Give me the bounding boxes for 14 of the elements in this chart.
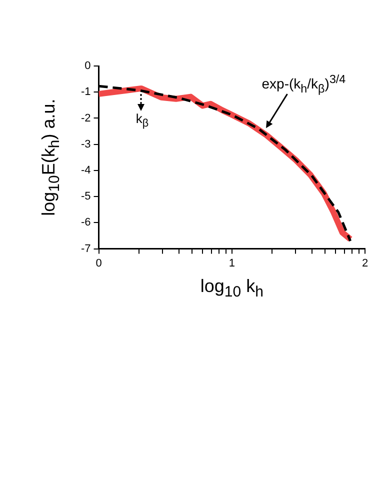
annotation: k$_{β}$ <box>136 111 149 130</box>
y-tick-label: -1 <box>81 86 91 98</box>
y-tick-label: -6 <box>81 216 91 229</box>
y-tick-label: -2 <box>81 112 91 124</box>
y-tick-label: -4 <box>81 164 91 176</box>
x-axis-title: log$_{10}$ k$_{h}$ <box>200 276 264 301</box>
y-tick-label: 0 <box>84 60 91 72</box>
x-tick-label: 2 <box>362 257 368 270</box>
y-tick-label: -7 <box>81 242 91 255</box>
annotation: exp-(k$_{h}$/k$_{β}$)$^{3/4}$ <box>262 73 346 96</box>
y-tick-label: -3 <box>81 138 91 150</box>
x-tick-label: 0 <box>96 257 102 270</box>
x-tick-label: 1 <box>228 257 235 270</box>
y-tick-label: -5 <box>81 190 91 203</box>
